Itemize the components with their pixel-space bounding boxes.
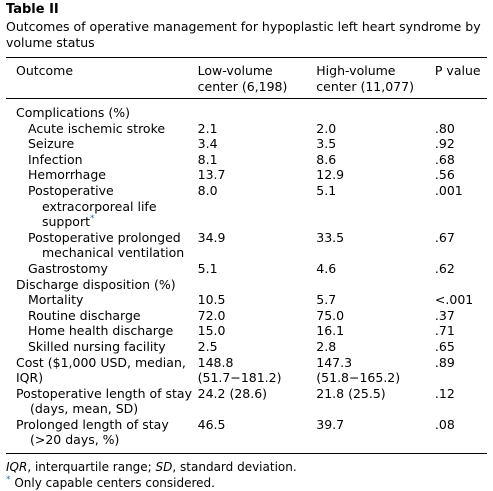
header-outcome: Outcome	[16, 63, 74, 78]
row-label: Mortality	[28, 292, 84, 308]
table-row: Home health discharge 15.0 16.1 .71	[6, 323, 487, 339]
abbr-sd: SD	[155, 460, 173, 475]
cell-high: 2.8	[316, 338, 337, 354]
row-label: Postoperative extracorporeal life suppor…	[28, 182, 157, 230]
row-label: Postoperative prolonged mechanical venti…	[28, 229, 185, 261]
table-row: Routine discharge 72.0 75.0 .37	[6, 308, 487, 324]
cell-p: .67	[434, 229, 455, 245]
cell-p: .37	[434, 307, 455, 323]
cell-high: 8.6	[316, 151, 337, 167]
cell-high: 39.7	[316, 416, 345, 432]
cell-high: 21.8 (25.5)	[316, 385, 386, 401]
table-row: Postoperative extracorporeal life suppor…	[6, 183, 487, 230]
outcomes-table: Outcome Low-volume center (6,198) High-v…	[6, 58, 487, 453]
abbr-iqr: IQR	[6, 460, 28, 475]
footnote-abbreviations: IQR, interquartile range; SD, standard d…	[6, 460, 487, 476]
cell-p: .56	[434, 167, 455, 183]
row-label-cell: Postoperative extracorporeal life suppor…	[6, 183, 198, 230]
cell-low: 46.5	[197, 416, 226, 432]
cell-high: 33.5	[316, 229, 345, 245]
table-row: Postoperative length of stay (days, mean…	[6, 386, 487, 417]
cell-high: 3.5	[316, 136, 337, 152]
table-row: Acute ischemic stroke 2.1 2.0 .80	[6, 121, 487, 137]
cell-high: 2.0	[316, 120, 337, 136]
table-row: Infection 8.1 8.6 .68	[6, 152, 487, 168]
header-high-volume: High-volume center (11,077)	[316, 63, 414, 94]
cell-low: 2.5	[197, 338, 218, 354]
row-label: Infection	[28, 151, 83, 167]
cell-p: .80	[434, 120, 455, 136]
table-caption: Outcomes of operative management for hyp…	[6, 19, 481, 50]
header-row: Outcome Low-volume center (6,198) High-v…	[6, 58, 487, 98]
cell-high: 147.3 (51.8−165.2)	[316, 354, 401, 386]
section-row: Discharge disposition (%)	[6, 277, 487, 293]
table-container: Table II Outcomes of operative managemen…	[6, 0, 487, 491]
table-row: Seizure 3.4 3.5 .92	[6, 136, 487, 152]
cell-p: .68	[434, 151, 455, 167]
cell-high: 5.7	[316, 292, 337, 308]
cell-low: 5.1	[197, 260, 218, 276]
cell-low: 8.1	[197, 151, 218, 167]
cell-p: .001	[434, 182, 463, 198]
section-discharge: Discharge disposition (%)	[16, 276, 176, 292]
cell-p: .62	[434, 260, 455, 276]
cell-p: <.001	[434, 292, 474, 308]
cell-low: 10.5	[197, 292, 226, 308]
row-label: Cost ($1,000 USD, median, IQR)	[16, 354, 186, 386]
cell-low: 72.0	[197, 307, 226, 323]
cell-high: 75.0	[316, 307, 345, 323]
row-label: Skilled nursing facility	[28, 338, 166, 354]
section-complications: Complications (%)	[16, 105, 131, 120]
row-label: Home health discharge	[28, 323, 174, 339]
header-p-value: P value	[434, 63, 481, 78]
cell-p: .65	[434, 338, 455, 354]
cell-p: .92	[434, 136, 455, 152]
row-label: Gastrostomy	[28, 260, 108, 276]
row-label: Routine discharge	[28, 307, 141, 323]
section-row: Complications (%)	[6, 99, 487, 121]
row-label: Hemorrhage	[28, 167, 106, 183]
cell-low: 34.9	[197, 229, 226, 245]
row-label: Prolonged length of stay (>20 days, %)	[16, 416, 169, 448]
cell-high: 16.1	[316, 323, 345, 339]
table-row: Prolonged length of stay (>20 days, %) 4…	[6, 417, 487, 453]
cell-p: .12	[434, 385, 455, 401]
cell-p: .08	[434, 416, 455, 432]
abbr-sd-text: , standard deviation.	[172, 460, 297, 475]
cell-low: 24.2 (28.6)	[197, 385, 268, 401]
cell-low: 3.4	[197, 136, 218, 152]
row-label: Acute ischemic stroke	[28, 120, 166, 136]
cell-high: 12.9	[316, 167, 345, 183]
row-label: Seizure	[28, 136, 75, 152]
table-label: Table II	[6, 2, 59, 17]
top-rule	[6, 57, 487, 58]
footnote-marker: *	[90, 214, 95, 224]
footnote-star: * Only capable centers considered.	[6, 475, 487, 491]
table-row: Postoperative prolonged mechanical venti…	[6, 230, 487, 261]
table-row: Skilled nursing facility 2.5 2.8 .65	[6, 339, 487, 355]
cell-high: 4.6	[316, 260, 337, 276]
table-row: Gastrostomy 5.1 4.6 .62	[6, 261, 487, 277]
cell-low: 2.1	[197, 120, 218, 136]
cell-p: .71	[434, 323, 455, 339]
table-row: Mortality 10.5 5.7 <.001	[6, 292, 487, 308]
table-row: Hemorrhage 13.7 12.9 .56	[6, 167, 487, 183]
abbr-iqr-text: , interquartile range;	[27, 460, 156, 475]
cell-low: 13.7	[197, 167, 226, 183]
row-label: Postoperative length of stay (days, mean…	[16, 385, 192, 417]
cell-low: 8.0	[197, 182, 218, 198]
cell-low: 148.8 (51.7−181.2)	[197, 354, 282, 386]
footnote-star-text: Only capable centers considered.	[10, 475, 215, 490]
cell-p: .89	[434, 354, 455, 370]
header-rule	[6, 98, 487, 99]
table-row: Cost ($1,000 USD, median, IQR) 148.8 (51…	[6, 355, 487, 386]
bottom-rule	[6, 453, 487, 455]
cell-low: 15.0	[197, 323, 226, 339]
cell-high: 5.1	[316, 182, 337, 198]
header-low-volume: Low-volume center (6,198)	[197, 63, 288, 94]
